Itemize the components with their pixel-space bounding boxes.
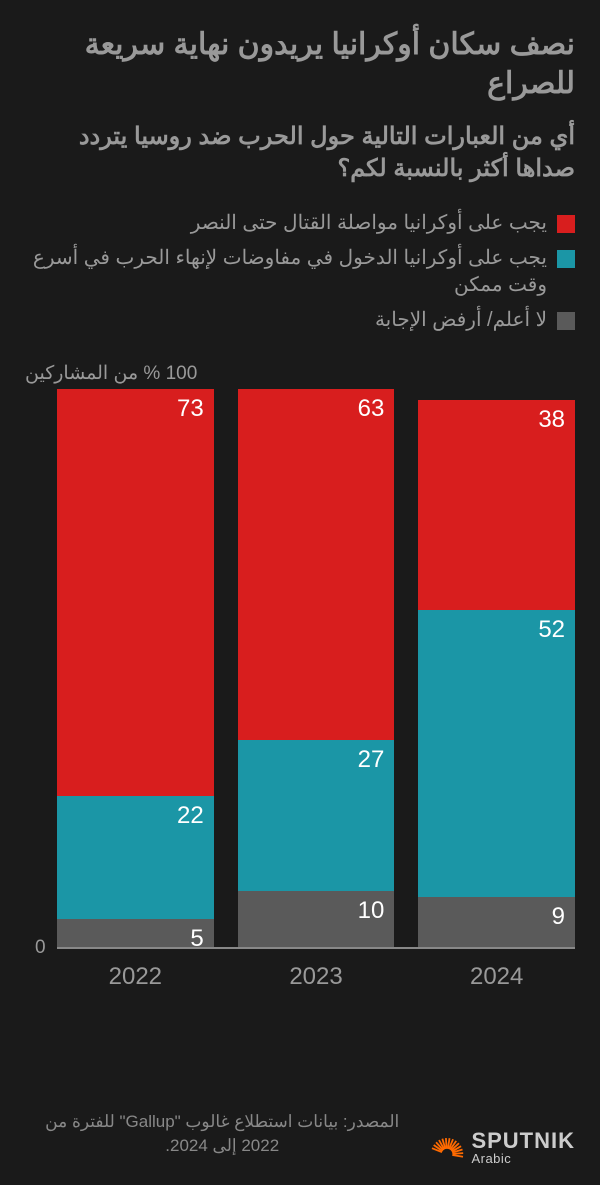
x-tick: 2023 [238, 963, 395, 991]
bar-segment-negotiate: 27 [238, 740, 395, 891]
legend-label: يجب على أوكرانيا الدخول في مفاوضات لإنها… [25, 245, 547, 299]
y-axis-label: 100 % من المشاركين [25, 362, 575, 385]
subtitle: أي من العبارات التالية حول الحرب ضد روسي… [25, 121, 575, 186]
bar-segment-negotiate: 52 [418, 610, 575, 897]
page-title: نصف سكان أوكرانيا يريدون نهاية سريعة للص… [25, 25, 575, 103]
x-axis: 2022 2023 2024 [57, 963, 575, 991]
bar-column: 38 52 9 [418, 394, 575, 946]
bar-value: 63 [358, 395, 385, 423]
bar-value: 38 [538, 406, 565, 434]
legend-swatch [557, 250, 575, 268]
bar-segment-fight: 63 [238, 389, 395, 741]
legend-label: لا أعلم/ أرفض الإجابة [375, 307, 547, 334]
y-axis-baseline: 0 [35, 937, 46, 959]
legend-item: لا أعلم/ أرفض الإجابة [25, 307, 575, 334]
bar-segment-dont_know: 9 [418, 897, 575, 947]
bar-value: 5 [190, 925, 203, 953]
bar-value: 73 [177, 395, 204, 423]
bar-value: 27 [358, 746, 385, 774]
bar-column: 73 22 5 [57, 389, 214, 947]
bar-value: 22 [177, 802, 204, 830]
bar-segment-dont_know: 5 [57, 919, 214, 947]
bar-value: 10 [358, 897, 385, 925]
source-text: المصدر: بيانات استطلاع غالوب "Gallup" لل… [25, 1110, 429, 1165]
legend-item: يجب على أوكرانيا مواصلة القتال حتى النصر [25, 210, 575, 237]
brand-logo: SPUTNIK Arabic [429, 1129, 575, 1165]
legend-label: يجب على أوكرانيا مواصلة القتال حتى النصر [191, 210, 547, 237]
bar-segment-fight: 73 [57, 389, 214, 796]
legend-swatch [557, 215, 575, 233]
bar-segment-fight: 38 [418, 400, 575, 610]
bar-value: 9 [552, 903, 565, 931]
bar-segment-dont_know: 10 [238, 891, 395, 947]
x-tick: 2022 [57, 963, 214, 991]
x-tick: 2024 [418, 963, 575, 991]
legend-item: يجب على أوكرانيا الدخول في مفاوضات لإنها… [25, 245, 575, 299]
chart: 7322563271038529 0 [25, 389, 575, 949]
brand-name: SPUTNIK [471, 1130, 575, 1152]
bar-segment-negotiate: 22 [57, 796, 214, 919]
bar-value: 52 [538, 616, 565, 644]
legend: يجب على أوكرانيا مواصلة القتال حتى النصر… [25, 210, 575, 334]
sputnik-burst-icon [429, 1129, 465, 1165]
bar-column: 63 27 10 [238, 389, 395, 947]
legend-swatch [557, 312, 575, 330]
brand-sub: Arabic [471, 1152, 575, 1165]
